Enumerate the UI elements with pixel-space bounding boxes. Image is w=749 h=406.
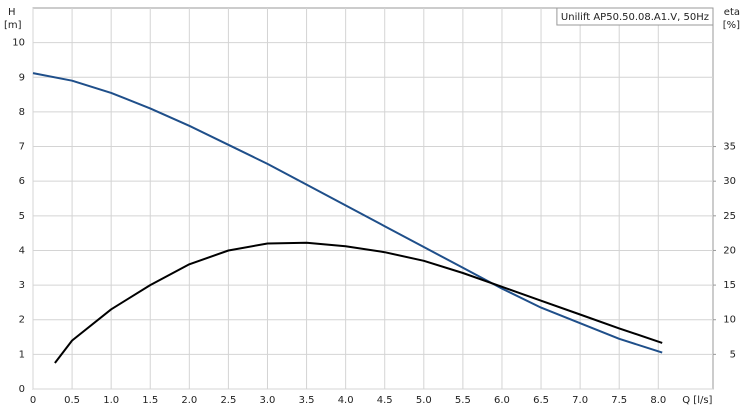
x-tick-label: 5.5 bbox=[455, 395, 471, 406]
y-tick-label: 10 bbox=[12, 38, 25, 49]
y2-tick-label: 5 bbox=[730, 349, 736, 360]
plot-area bbox=[32, 7, 714, 390]
x-tick-label: 4.0 bbox=[338, 395, 354, 406]
title-box bbox=[556, 7, 714, 26]
y-tick-label: 5 bbox=[19, 211, 25, 222]
y-axis-label: H bbox=[8, 7, 16, 18]
y-tick-label: 8 bbox=[19, 107, 25, 118]
x-tick-label: 4.5 bbox=[377, 395, 393, 406]
x-tick-label: 2.5 bbox=[220, 395, 236, 406]
y-tick-label: 1 bbox=[19, 349, 25, 360]
x-tick-label: 0.5 bbox=[64, 395, 80, 406]
x-tick-label: 6.0 bbox=[494, 395, 510, 406]
x-axis-label: Q [l/s] bbox=[682, 395, 712, 406]
y-tick-label: 6 bbox=[19, 176, 25, 187]
x-tick-label: 5.0 bbox=[416, 395, 432, 406]
x-tick-label: 7.0 bbox=[572, 395, 588, 406]
y-axis-unit: [m] bbox=[4, 20, 22, 31]
x-tick-label: 8.0 bbox=[650, 395, 666, 406]
y2-tick-label: 30 bbox=[723, 176, 736, 187]
x-tick-label: 2.0 bbox=[181, 395, 197, 406]
x-tick-label: 0 bbox=[30, 395, 36, 406]
curve bbox=[54, 241, 663, 364]
x-tick-label: 6.5 bbox=[533, 395, 549, 406]
curve bbox=[32, 72, 663, 354]
y-tick-label: 3 bbox=[19, 280, 25, 291]
y2-tick-label: 10 bbox=[723, 315, 736, 326]
y-tick-label: 2 bbox=[19, 315, 25, 326]
x-tick-label: 3.0 bbox=[260, 395, 276, 406]
x-tick-label: 1.5 bbox=[142, 395, 158, 406]
y-tick-label: 4 bbox=[19, 245, 25, 256]
y2-tick-label: 15 bbox=[723, 280, 736, 291]
y2-tick-label: 25 bbox=[723, 211, 736, 222]
x-tick-label: 1.0 bbox=[103, 395, 119, 406]
y2-tick-label: 35 bbox=[723, 142, 736, 153]
y2-tick-label: 20 bbox=[723, 245, 736, 256]
y-tick-label: 9 bbox=[19, 72, 25, 83]
y2-axis-label: eta bbox=[724, 7, 740, 18]
chart-title: Unilift AP50.50.08.A1.V, 50Hz bbox=[561, 12, 709, 23]
x-tick-label: 3.5 bbox=[299, 395, 315, 406]
y2-axis-unit: [%] bbox=[723, 20, 740, 31]
x-tick-label: 7.5 bbox=[611, 395, 627, 406]
y-tick-label: 0 bbox=[19, 384, 25, 395]
y-tick-label: 7 bbox=[19, 142, 25, 153]
